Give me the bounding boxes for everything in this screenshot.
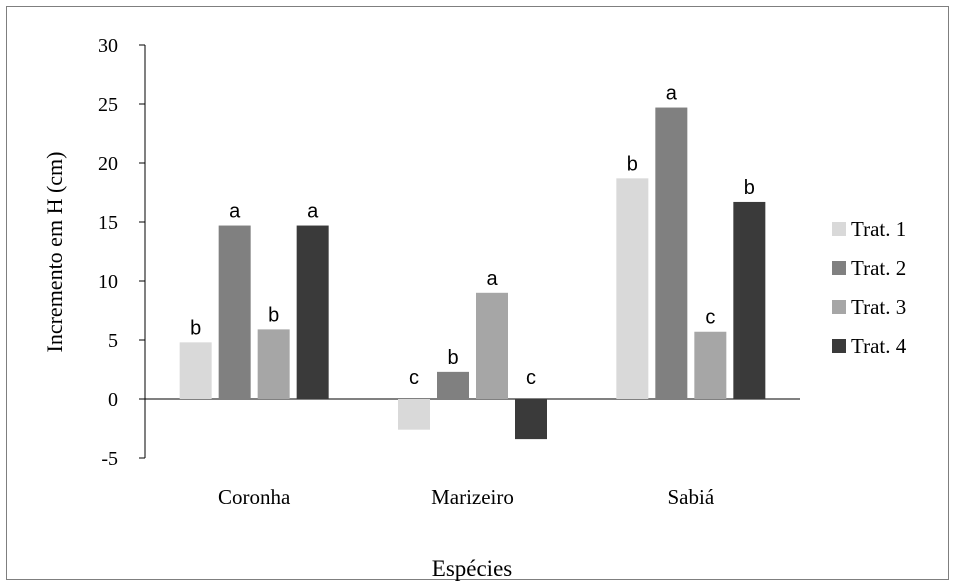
legend-swatch-trat3 — [832, 300, 846, 314]
bar-marizeiro-trat2 — [437, 371, 469, 399]
y-tick-label: 25 — [98, 94, 118, 116]
x-tick-label: Sabiá — [668, 485, 715, 509]
y-tick-label: 5 — [108, 330, 118, 352]
bar-significance-label: b — [190, 317, 201, 339]
legend-swatch-trat4 — [832, 339, 846, 353]
bar-significance-label: b — [268, 304, 279, 326]
bar-sabiá-trat2 — [655, 107, 688, 399]
y-tick-label: 15 — [98, 212, 118, 234]
bar-coronha-trat1 — [179, 342, 212, 399]
bar-significance-label: b — [627, 153, 638, 175]
bar-sabiá-trat3 — [694, 331, 727, 399]
bar-sabiá-trat4 — [733, 201, 766, 399]
bar-coronha-trat4 — [296, 225, 329, 399]
bar-marizeiro-trat1 — [398, 399, 430, 430]
bar-significance-label: b — [447, 347, 458, 369]
y-tick-label: 0 — [108, 389, 118, 411]
y-tick-label: 20 — [98, 153, 118, 175]
bar-marizeiro-trat4 — [515, 399, 547, 440]
bar-significance-label: c — [409, 367, 419, 389]
y-tick-label: 30 — [98, 35, 118, 57]
bar-significance-label: c — [705, 307, 715, 329]
y-tick-label: -5 — [101, 448, 118, 470]
bar-significance-label: a — [666, 83, 678, 105]
y-axis-title: Incremento em H (cm) — [42, 152, 67, 353]
bar-coronha-trat2 — [218, 225, 251, 399]
legend-label: Trat. 2 — [851, 256, 906, 280]
bar-significance-label: a — [229, 201, 241, 223]
x-axis-title: Espécies — [432, 556, 513, 581]
bar-sabiá-trat1 — [616, 178, 649, 399]
bar-significance-label: a — [307, 201, 319, 223]
legend-label: Trat. 1 — [851, 217, 906, 241]
y-tick-label: 10 — [98, 271, 118, 293]
bar-significance-label: a — [486, 268, 498, 290]
bar-marizeiro-trat3 — [476, 292, 508, 399]
legend-swatch-trat2 — [832, 261, 846, 275]
x-tick-label: Coronha — [218, 485, 291, 509]
legend-swatch-trat1 — [832, 222, 846, 236]
legend-label: Trat. 4 — [851, 334, 907, 358]
bar-significance-label: b — [744, 177, 755, 199]
bar-coronha-trat3 — [257, 329, 290, 399]
legend-label: Trat. 3 — [851, 295, 906, 319]
x-tick-label: Marizeiro — [431, 485, 514, 509]
bar-significance-label: c — [526, 367, 536, 389]
